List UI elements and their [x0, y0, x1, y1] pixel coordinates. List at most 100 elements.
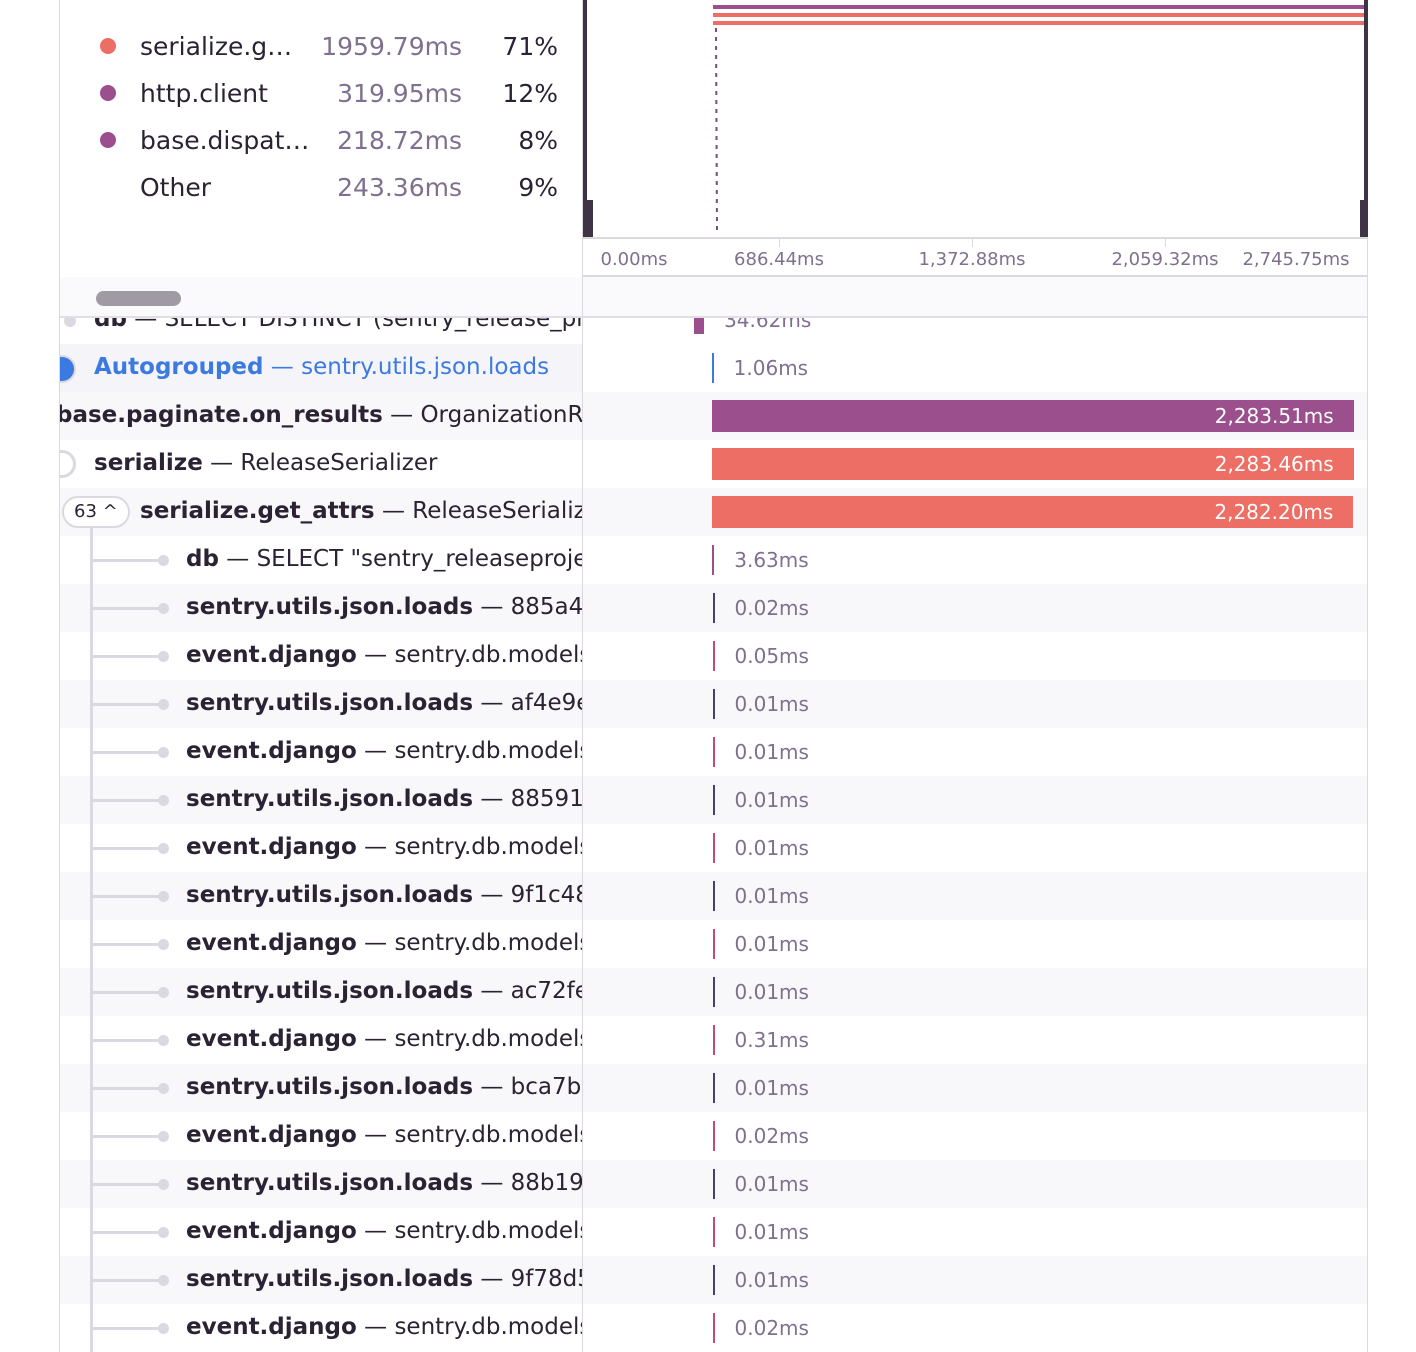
span-row[interactable]: db — SELECT "sentry_releaseproject 3.63ms [60, 536, 1367, 584]
span-row[interactable]: sentry.utils.json.loads — bca7b0afe 0.01m… [60, 1064, 1367, 1112]
span-row[interactable]: db — SELECT DISTINCT (sentry_release_pro… [60, 318, 1367, 344]
span-label-cell[interactable]: event.django — sentry.db.models.m [60, 824, 582, 872]
column-divider[interactable] [582, 0, 583, 1352]
minimap-left-handle[interactable] [581, 200, 593, 237]
span-label-cell[interactable]: event.django — sentry.db.models.m [60, 728, 582, 776]
span-row[interactable]: event.django — sentry.db.models.m 0.01ms [60, 920, 1367, 968]
span-row[interactable]: event.django — sentry.db.models.m 0.05ms [60, 632, 1367, 680]
span-label-cell[interactable]: db — SELECT "sentry_releaseproject [60, 536, 582, 584]
span-timeline-cell[interactable]: 0.01ms [583, 920, 1367, 968]
span-timeline-cell[interactable]: 0.02ms [583, 1304, 1367, 1352]
span-row[interactable]: base.paginate.on_results — OrganizationR… [60, 392, 1367, 440]
minimap-right-handle[interactable] [1360, 200, 1376, 237]
span-op: event.django [186, 1122, 357, 1148]
span-timeline-cell[interactable]: 34.62ms [583, 318, 1367, 344]
span-bar[interactable] [712, 1121, 715, 1151]
span-bar[interactable] [712, 1217, 715, 1247]
span-bar[interactable] [712, 689, 715, 719]
span-label-cell[interactable]: sentry.utils.json.loads — 885a4b24 [60, 584, 582, 632]
span-timeline-cell[interactable]: 0.02ms [583, 1112, 1367, 1160]
span-timeline-cell[interactable]: 0.01ms [583, 728, 1367, 776]
span-label-cell[interactable]: event.django — sentry.db.models.m [60, 1208, 582, 1256]
span-timeline-cell[interactable]: 2,282.20ms [583, 488, 1367, 536]
span-bar[interactable] [712, 833, 715, 863]
span-label-cell[interactable]: db — SELECT DISTINCT (sentry_release_pro [60, 318, 582, 344]
span-timeline-cell[interactable]: 0.01ms [583, 968, 1367, 1016]
span-bar[interactable] [712, 1025, 715, 1055]
span-label-cell[interactable]: sentry.utils.json.loads — 9f78d505 [60, 1256, 582, 1304]
span-row[interactable]: sentry.utils.json.loads — 9f78d505 0.01ms [60, 1256, 1367, 1304]
span-row[interactable]: event.django — sentry.db.models.m 0.01ms [60, 1208, 1367, 1256]
tree-node-dot-icon [158, 987, 169, 998]
span-bar[interactable] [712, 1169, 715, 1199]
span-timeline-cell[interactable]: 0.01ms [583, 1256, 1367, 1304]
span-timeline-cell[interactable]: 0.01ms [583, 776, 1367, 824]
span-bar[interactable] [712, 881, 715, 911]
span-row[interactable]: Autogrouped — sentry.utils.json.loads 1.0… [60, 344, 1367, 392]
span-bar[interactable] [712, 593, 715, 623]
span-row[interactable]: sentry.utils.json.loads — ac72fe8b5 0.01m… [60, 968, 1367, 1016]
span-timeline-cell[interactable]: 0.01ms [583, 824, 1367, 872]
span-timeline-cell[interactable]: 0.01ms [583, 1208, 1367, 1256]
span-label-cell[interactable]: sentry.utils.json.loads — bca7b0afe [60, 1064, 582, 1112]
span-bar[interactable] [712, 977, 715, 1007]
span-timeline-cell[interactable]: 0.02ms [583, 584, 1367, 632]
span-row[interactable]: 63 ^ serialize.get_attrs — ReleaseSeriali… [60, 488, 1367, 536]
span-label-cell[interactable]: 63 ^ serialize.get_attrs — ReleaseSeriali… [60, 488, 582, 536]
span-bar[interactable] [712, 1313, 715, 1343]
span-label-cell[interactable]: base.paginate.on_results — OrganizationR… [60, 392, 582, 440]
span-bar[interactable]: 2,283.46ms [711, 448, 1354, 480]
span-timeline-cell[interactable]: 0.01ms [583, 1064, 1367, 1112]
span-bar[interactable]: 2,282.20ms [711, 496, 1354, 528]
span-label-cell[interactable]: event.django — sentry.db.models.m [60, 632, 582, 680]
span-timeline-cell[interactable]: 0.01ms [583, 872, 1367, 920]
span-bar[interactable] [712, 641, 715, 671]
span-row[interactable]: event.django — sentry.db.models.m 0.01ms [60, 824, 1367, 872]
span-timeline-cell[interactable]: 0.01ms [583, 680, 1367, 728]
span-bar[interactable] [712, 545, 715, 575]
span-label-cell[interactable]: sentry.utils.json.loads — 9f1c4881a [60, 872, 582, 920]
children-count-toggle[interactable]: 63 ^ [62, 496, 130, 528]
span-timeline-cell[interactable]: 3.63ms [583, 536, 1367, 584]
span-timeline-cell[interactable]: 0.01ms [583, 1160, 1367, 1208]
autogroup-toggle-icon[interactable] [60, 355, 76, 383]
span-label-cell[interactable]: sentry.utils.json.loads — 88b194ca [60, 1160, 582, 1208]
minimap[interactable] [581, 0, 1376, 237]
span-bar[interactable] [712, 737, 715, 767]
span-row[interactable]: sentry.utils.json.loads — 9f1c4881a 0.01m… [60, 872, 1367, 920]
span-timeline-cell[interactable]: 0.05ms [583, 632, 1367, 680]
span-timeline-cell[interactable]: 0.31ms [583, 1016, 1367, 1064]
span-bar[interactable] [712, 785, 715, 815]
span-bar[interactable] [711, 353, 714, 383]
span-row[interactable]: sentry.utils.json.loads — 885a4b24 0.02ms [60, 584, 1367, 632]
span-description: sentry.db.models.m [394, 1122, 582, 1148]
span-row[interactable]: event.django — sentry.db.models.m 0.02ms [60, 1304, 1367, 1352]
span-label-cell[interactable]: sentry.utils.json.loads — af4e9e1a0 [60, 680, 582, 728]
span-bar[interactable] [712, 929, 715, 959]
span-bar[interactable]: 2,283.51ms [711, 400, 1354, 432]
span-row[interactable]: sentry.utils.json.loads — 88591005 0.01ms [60, 776, 1367, 824]
span-label-cell[interactable]: sentry.utils.json.loads — 88591005 [60, 776, 582, 824]
span-label-cell[interactable]: event.django — sentry.db.models.m [60, 1016, 582, 1064]
span-timeline-cell[interactable]: 2,283.46ms [583, 440, 1367, 488]
span-label-cell[interactable]: event.django — sentry.db.models.m [60, 1112, 582, 1160]
span-bar[interactable] [712, 1265, 715, 1295]
tree-node-icon[interactable] [60, 450, 76, 478]
span-bar[interactable] [712, 1073, 715, 1103]
span-timeline-cell[interactable]: 2,283.51ms [583, 392, 1367, 440]
span-row[interactable]: event.django — sentry.db.models.m 0.01ms [60, 728, 1367, 776]
axis-tick-label: 1,372.88ms [918, 249, 1026, 270]
span-bar[interactable] [694, 318, 705, 334]
span-label-cell[interactable]: Autogrouped — sentry.utils.json.loads [60, 344, 582, 392]
span-row[interactable]: serialize — ReleaseSerializer 2,283.46ms [60, 440, 1367, 488]
span-timeline-cell[interactable]: 1.06ms [583, 344, 1367, 392]
span-row[interactable]: sentry.utils.json.loads — 88b194ca 0.01ms [60, 1160, 1367, 1208]
span-label-cell[interactable]: serialize — ReleaseSerializer [60, 440, 582, 488]
span-label-cell[interactable]: sentry.utils.json.loads — ac72fe8b5 [60, 968, 582, 1016]
span-row[interactable]: event.django — sentry.db.models.m 0.31ms [60, 1016, 1367, 1064]
span-row[interactable]: event.django — sentry.db.models.m 0.02ms [60, 1112, 1367, 1160]
span-label-cell[interactable]: event.django — sentry.db.models.m [60, 1304, 582, 1352]
scrollbar-thumb[interactable] [96, 291, 181, 306]
span-label-cell[interactable]: event.django — sentry.db.models.m [60, 920, 582, 968]
span-row[interactable]: sentry.utils.json.loads — af4e9e1a0 0.01m… [60, 680, 1367, 728]
